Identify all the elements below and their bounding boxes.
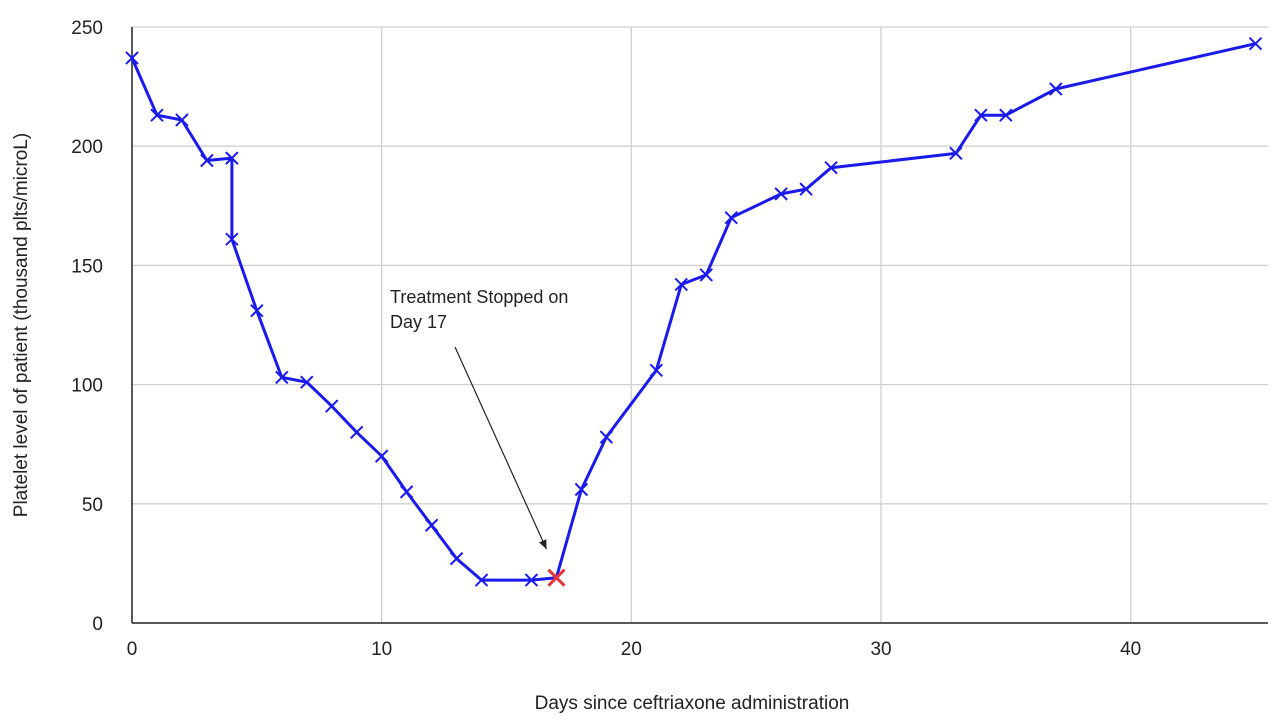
data-point [374, 449, 389, 463]
x-tick-label: 10 [371, 639, 392, 660]
data-point [574, 482, 589, 497]
annotation-line-1: Treatment Stopped on [390, 287, 568, 307]
x-tick-label: 20 [621, 639, 642, 660]
annotation-arrow-head [539, 539, 547, 550]
annotation: Treatment Stopped on Day 17 [390, 287, 568, 550]
data-point [300, 375, 314, 389]
x-axis-title: Days since ceftriaxone administration [535, 693, 850, 714]
series-line-path [130, 42, 1256, 582]
data-point [699, 268, 713, 282]
x-tick-label: 30 [870, 639, 891, 660]
series-line [130, 42, 1256, 582]
y-tick-label: 150 [71, 256, 103, 277]
data-point [399, 485, 414, 499]
data-point [999, 108, 1013, 122]
data-point [474, 573, 489, 587]
y-axis-ticks: 0 50 100 150 200 250 [71, 18, 103, 635]
data-point [1248, 36, 1263, 51]
y-axis-title: Platelet level of patient (thousand plts… [11, 133, 32, 517]
data-point [724, 211, 738, 225]
data-point [225, 232, 239, 246]
data-point [599, 430, 614, 444]
annotation-arrow-line [454, 346, 547, 550]
data-point [325, 399, 339, 413]
data-point-markers [125, 36, 1263, 587]
annotation-line-2: Day 17 [390, 312, 447, 332]
data-point [974, 108, 988, 122]
data-point [799, 182, 813, 196]
x-tick-label: 0 [127, 639, 138, 660]
data-point [150, 108, 164, 122]
data-point [175, 113, 189, 127]
data-point [674, 277, 688, 292]
x-tick-label: 40 [1120, 639, 1141, 660]
data-point [250, 303, 264, 318]
data-point [449, 551, 464, 566]
data-point [649, 363, 664, 378]
data-point [275, 370, 289, 385]
y-tick-label: 50 [82, 495, 103, 516]
data-point [1049, 82, 1063, 96]
data-point [949, 146, 963, 161]
data-point [225, 151, 239, 165]
gridlines [132, 26, 1268, 623]
axes [131, 27, 1268, 624]
y-tick-label: 250 [71, 18, 103, 39]
data-point [524, 573, 539, 587]
highlight-point [547, 568, 566, 587]
x-axis-ticks: 0 10 20 30 40 [127, 639, 1142, 660]
data-point [824, 160, 838, 175]
data-point [349, 425, 364, 439]
data-point [125, 51, 139, 65]
data-point [774, 187, 788, 201]
y-tick-label: 100 [71, 376, 103, 397]
y-tick-label: 200 [71, 137, 103, 158]
data-point [200, 153, 214, 168]
data-point [424, 518, 439, 532]
y-tick-label: 0 [92, 614, 103, 635]
